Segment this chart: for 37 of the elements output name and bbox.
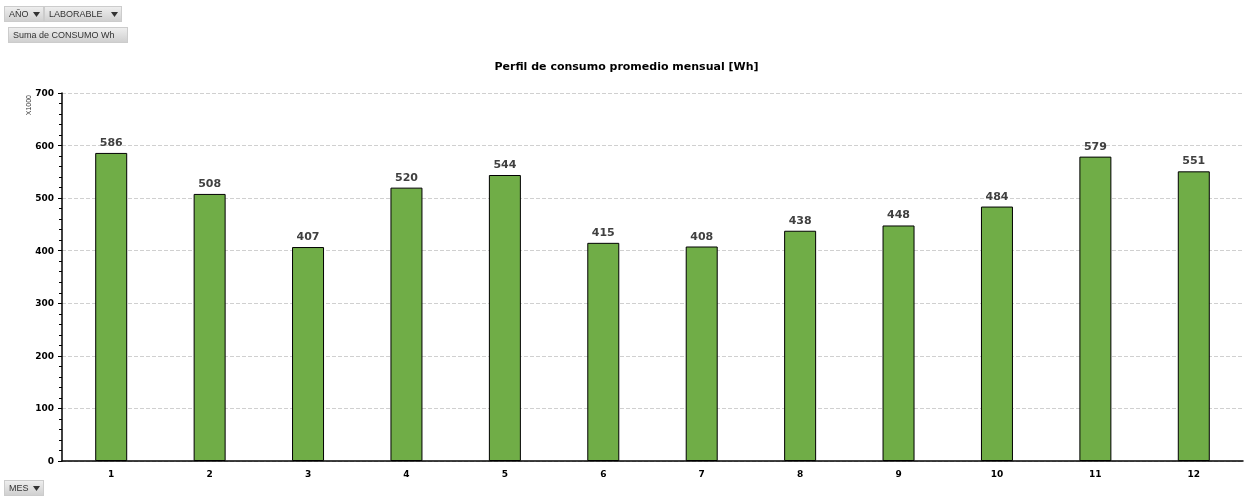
text: LABORABLE: [49, 9, 103, 19]
x-tick-label: 2: [206, 468, 213, 479]
y-tick-label: 500: [35, 193, 54, 204]
y-tick-label: 600: [35, 140, 54, 151]
data-label: 579: [1083, 139, 1107, 153]
data-label: 544: [493, 158, 517, 172]
x-tick-label: 1: [108, 468, 115, 479]
x-tick-label: 11: [1089, 468, 1102, 479]
chart-title: Perfil de consumo promedio mensual [Wh]: [494, 60, 759, 73]
data-label: 438: [788, 213, 812, 227]
data-label: 407: [296, 230, 320, 244]
y-tick-label: 200: [35, 350, 54, 361]
data-label: 415: [591, 225, 615, 239]
data-label: 448: [887, 208, 911, 222]
x-tick-label: 6: [600, 468, 607, 479]
data-label: 508: [198, 176, 222, 190]
data-label: 520: [394, 170, 419, 184]
x-tick-label: 4: [403, 468, 410, 479]
y-tick-label: 0: [47, 456, 54, 466]
data-label: 551: [1182, 154, 1206, 168]
y-tick-label: 700: [35, 88, 54, 98]
text: AÑO: [9, 9, 29, 19]
x-tick-label: 9: [895, 468, 902, 479]
x-tick-label: 7: [698, 468, 705, 479]
x-tick-label: 3: [304, 468, 312, 479]
x-tick-label: 10: [990, 468, 1004, 479]
y-tick-label: 400: [35, 245, 54, 256]
y-tick-label: 100: [35, 403, 54, 414]
x-tick-label: 5: [501, 468, 509, 479]
data-label: 586: [99, 135, 124, 149]
text: MES: [9, 483, 29, 493]
data-label: 484: [985, 189, 1009, 203]
text: Suma de CONSUMO Wh: [13, 30, 115, 40]
x-tick-label: 12: [1187, 468, 1201, 479]
data-label: 408: [690, 229, 714, 243]
y-tick-label: 300: [35, 298, 54, 309]
x-tick-label: 8: [796, 468, 804, 479]
